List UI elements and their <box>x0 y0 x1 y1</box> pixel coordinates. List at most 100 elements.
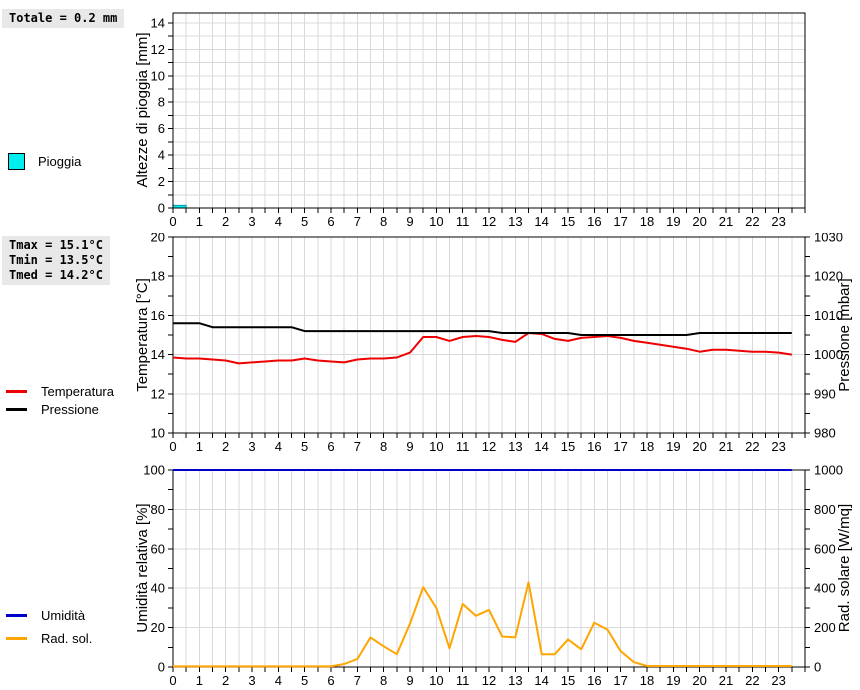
tmed-value: Tmed = 14.2°C <box>9 268 103 282</box>
svg-text:23: 23 <box>771 214 785 229</box>
temperature-legend-item: Temperatura <box>6 384 114 399</box>
svg-text:17: 17 <box>613 214 627 229</box>
svg-text:4: 4 <box>275 439 282 454</box>
temperature-stats-box: Tmax = 15.1°C Tmin = 13.5°C Tmed = 14.2°… <box>2 236 110 285</box>
svg-text:3: 3 <box>248 214 255 229</box>
svg-text:23: 23 <box>771 439 785 454</box>
svg-text:15: 15 <box>561 439 575 454</box>
svg-text:12: 12 <box>482 439 496 454</box>
svg-text:21: 21 <box>719 214 733 229</box>
svg-text:21: 21 <box>719 439 733 454</box>
svg-text:1010: 1010 <box>814 308 843 323</box>
svg-text:10: 10 <box>429 439 443 454</box>
svg-text:6: 6 <box>158 121 165 136</box>
svg-text:1020: 1020 <box>814 269 843 284</box>
svg-text:15: 15 <box>561 673 575 688</box>
svg-text:20: 20 <box>151 620 165 635</box>
svg-text:12: 12 <box>151 42 165 57</box>
solar-legend-item: Rad. sol. <box>6 631 92 646</box>
svg-text:21: 21 <box>719 673 733 688</box>
svg-text:1000: 1000 <box>814 347 843 362</box>
svg-text:5: 5 <box>301 214 308 229</box>
svg-text:12: 12 <box>482 214 496 229</box>
pressure-legend-label: Pressione <box>41 402 99 417</box>
svg-text:10: 10 <box>151 68 165 83</box>
svg-text:800: 800 <box>814 502 836 517</box>
temperature-legend-label: Temperatura <box>41 384 114 399</box>
svg-text:20: 20 <box>151 233 165 245</box>
svg-text:1: 1 <box>196 214 203 229</box>
svg-text:8: 8 <box>380 214 387 229</box>
svg-text:0: 0 <box>158 660 165 675</box>
rain-legend-swatch <box>8 153 25 170</box>
svg-text:7: 7 <box>354 439 361 454</box>
svg-text:5: 5 <box>301 439 308 454</box>
rain-legend-label: Pioggia <box>38 154 82 169</box>
pressure-legend-item: Pressione <box>6 402 99 417</box>
svg-text:1000: 1000 <box>814 463 843 478</box>
svg-text:2: 2 <box>222 673 229 688</box>
pressure-legend-swatch <box>6 408 27 411</box>
svg-text:100: 100 <box>143 463 165 478</box>
svg-text:23: 23 <box>771 673 785 688</box>
svg-text:19: 19 <box>666 214 680 229</box>
svg-text:13: 13 <box>508 673 522 688</box>
svg-text:3: 3 <box>248 673 255 688</box>
svg-text:9: 9 <box>406 214 413 229</box>
svg-text:22: 22 <box>745 673 759 688</box>
svg-text:12: 12 <box>482 673 496 688</box>
svg-text:0: 0 <box>169 214 176 229</box>
svg-text:14: 14 <box>151 15 165 30</box>
svg-text:0: 0 <box>169 673 176 688</box>
svg-text:80: 80 <box>151 502 165 517</box>
svg-text:7: 7 <box>354 214 361 229</box>
svg-text:10: 10 <box>429 673 443 688</box>
svg-text:20: 20 <box>692 214 706 229</box>
svg-text:11: 11 <box>456 673 470 688</box>
svg-text:8: 8 <box>158 95 165 110</box>
svg-text:20: 20 <box>692 439 706 454</box>
svg-text:19: 19 <box>666 673 680 688</box>
svg-text:1: 1 <box>196 439 203 454</box>
svg-text:6: 6 <box>327 673 334 688</box>
svg-text:4: 4 <box>158 148 165 163</box>
svg-text:18: 18 <box>640 439 654 454</box>
tmin-value: Tmin = 13.5°C <box>9 253 103 267</box>
svg-text:6: 6 <box>327 214 334 229</box>
svg-text:2: 2 <box>158 174 165 189</box>
svg-text:14: 14 <box>151 347 165 362</box>
svg-text:4: 4 <box>275 673 282 688</box>
rain-chart-plot: 0 1 2 3 4 5 6 7 8 9 10 11 12 13 14 15 16 17 18 19 20 21 22 2302… <box>151 12 806 229</box>
solar-legend-swatch <box>6 637 27 640</box>
svg-text:22: 22 <box>745 439 759 454</box>
svg-text:16: 16 <box>587 439 601 454</box>
svg-text:60: 60 <box>151 541 165 556</box>
svg-text:17: 17 <box>613 673 627 688</box>
svg-text:9: 9 <box>406 439 413 454</box>
rain-total-box: Totale = 0.2 mm <box>2 9 125 28</box>
humidity-solar-chart-plot: 0 1 2 3 4 5 6 7 8 9 10 11 12 13 14 15 16 17 18 19 20 21 22 2302… <box>143 463 843 689</box>
svg-text:13: 13 <box>508 439 522 454</box>
svg-text:18: 18 <box>640 214 654 229</box>
svg-text:2: 2 <box>222 439 229 454</box>
svg-text:990: 990 <box>814 386 836 401</box>
svg-text:5: 5 <box>301 673 308 688</box>
tmax-value: Tmax = 15.1°C <box>9 238 103 252</box>
temperature-pressure-chart-plot: 0 1 2 3 4 5 6 7 8 9 10 11 12 13 14 15 16 17 18 19 20 21 22 2310… <box>151 233 843 454</box>
solar-legend-label: Rad. sol. <box>41 631 93 646</box>
svg-text:1030: 1030 <box>814 233 843 245</box>
svg-text:16: 16 <box>587 673 601 688</box>
svg-text:2: 2 <box>222 214 229 229</box>
svg-text:14: 14 <box>534 214 548 229</box>
rain-legend-item: Pioggia <box>8 153 81 170</box>
svg-text:11: 11 <box>456 439 470 454</box>
svg-text:200: 200 <box>814 620 836 635</box>
svg-text:4: 4 <box>275 214 282 229</box>
temperature-legend-swatch <box>6 390 27 393</box>
svg-text:40: 40 <box>151 581 165 596</box>
svg-text:14: 14 <box>534 439 548 454</box>
svg-text:14: 14 <box>534 673 548 688</box>
svg-text:3: 3 <box>248 439 255 454</box>
svg-text:22: 22 <box>745 214 759 229</box>
